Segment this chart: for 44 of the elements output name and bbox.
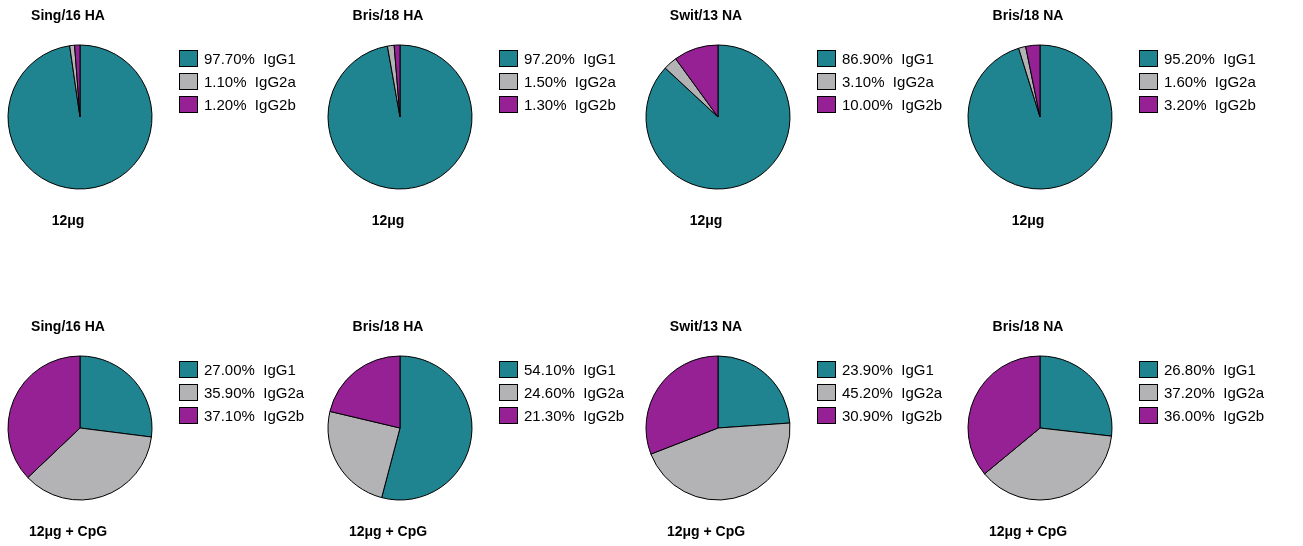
chart-title: Sing/16 HA: [31, 7, 105, 23]
chart-title: Bris/18 HA: [352, 7, 424, 23]
text: 12μg + CpG: [28, 523, 108, 539]
legend-label: 30.90% IgG2b: [842, 407, 943, 424]
legend-label: 10.00% IgG2b: [842, 96, 943, 113]
text: 12μg: [51, 212, 85, 228]
legend-label: 1.50% IgG2a: [524, 73, 617, 90]
text: 12μg: [689, 212, 723, 228]
text: 12μg + CpG: [666, 523, 746, 539]
legend-label: 3.10% IgG2a: [842, 73, 935, 90]
legend-label: 3.20% IgG2b: [1164, 96, 1256, 113]
legend-label: 24.60% IgG2a: [524, 384, 625, 401]
legend-label: 26.80% IgG1: [1164, 361, 1256, 378]
chart-title: Swit/13 NA: [669, 7, 743, 23]
legend-label: 95.20% IgG1: [1164, 50, 1256, 67]
pie-slice: [967, 44, 1113, 190]
pie-slice: [327, 44, 473, 190]
legend-label: 97.70% IgG1: [204, 50, 296, 67]
legend-label: 45.20% IgG2a: [842, 384, 943, 401]
legend-label: 1.30% IgG2b: [524, 96, 616, 113]
legend-label: 37.10% IgG2b: [204, 407, 305, 424]
text: 12μg: [371, 212, 405, 228]
legend-label: 36.00% IgG2b: [1164, 407, 1265, 424]
chart-title: Bris/18 HA: [352, 318, 424, 334]
text: 12μg + CpG: [988, 523, 1068, 539]
legend-label: 21.30% IgG2b: [524, 407, 625, 424]
pie-slice: [645, 44, 791, 190]
legend-label: 1.10% IgG2a: [204, 73, 297, 90]
legend-label: 1.60% IgG2a: [1164, 73, 1257, 90]
chart-title: Bris/18 NA: [992, 7, 1064, 23]
legend-label: 37.20% IgG2a: [1164, 384, 1265, 401]
legend-label: 97.20% IgG1: [524, 50, 616, 67]
legend-label: 23.90% IgG1: [842, 361, 934, 378]
text: 12μg + CpG: [348, 523, 428, 539]
legend-label: 1.20% IgG2b: [204, 96, 296, 113]
text: 12μg: [1011, 212, 1045, 228]
legend-label: 86.90% IgG1: [842, 50, 934, 67]
chart-title: Swit/13 NA: [669, 318, 743, 334]
chart-title: Bris/18 NA: [992, 318, 1064, 334]
pie-slice: [7, 44, 153, 190]
chart-title: Sing/16 HA: [31, 318, 105, 334]
legend-label: 35.90% IgG2a: [204, 384, 305, 401]
legend-label: 27.00% IgG1: [204, 361, 296, 378]
legend-label: 54.10% IgG1: [524, 361, 616, 378]
